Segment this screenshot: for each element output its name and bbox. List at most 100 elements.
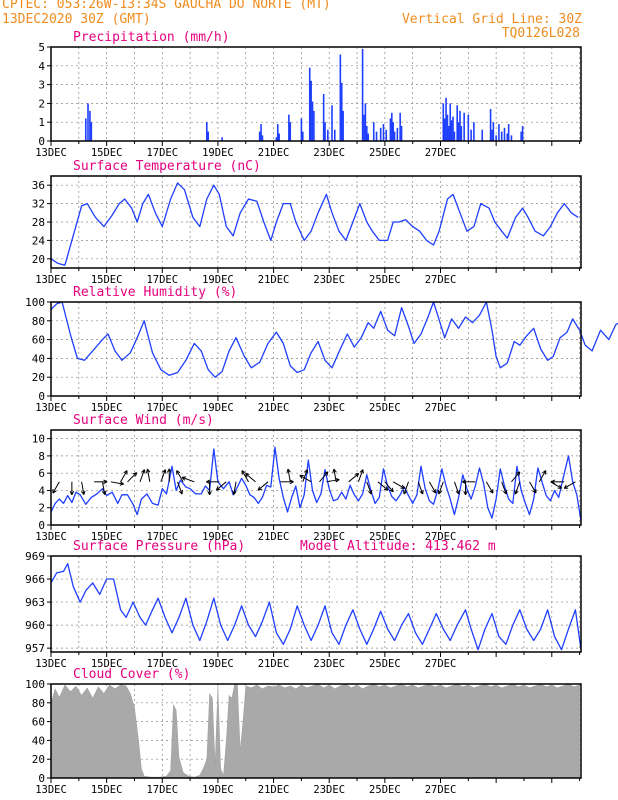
wind-vector <box>417 481 424 495</box>
precip-xtick-label: 25DEC <box>369 147 401 159</box>
wind-title: Surface Wind (m/s) <box>73 413 214 428</box>
cloud-ytick-label: 80 <box>32 697 45 710</box>
wind-vector-head <box>232 490 237 495</box>
pressure-ytick-label: 957 <box>25 642 45 655</box>
wind-vector <box>403 481 409 495</box>
pressure-xtick-label: 19DEC <box>202 658 234 670</box>
pressure-xtick-label: 23DEC <box>313 658 345 670</box>
wind-vector-head <box>463 491 468 496</box>
pressure-xtick-label: 21DEC <box>258 658 290 670</box>
wind-vector-head <box>323 471 329 476</box>
cloud-ytick-label: 20 <box>32 753 45 766</box>
precip-bar <box>393 131 396 141</box>
wind-vector-head <box>303 469 309 474</box>
wind-vector-head <box>132 472 138 477</box>
wind-vector-head <box>489 489 494 494</box>
precip-bar <box>498 124 500 141</box>
wind-vector <box>241 470 249 483</box>
wind-vector-head <box>563 484 569 489</box>
precip-panel <box>47 46 582 146</box>
wind-vector-head <box>257 486 263 491</box>
cloud-panel <box>47 683 582 783</box>
pressure-ytick-label: 966 <box>25 573 45 586</box>
wind-vector <box>377 481 389 491</box>
precip-bar <box>275 137 278 141</box>
pressure-ytick-label: 969 <box>25 550 45 563</box>
cloud-frame <box>50 683 582 779</box>
temp-ytick-label: 24 <box>32 234 46 247</box>
precip-bar <box>342 110 344 141</box>
wind-xtick-label: 21DEC <box>258 531 290 543</box>
precip-ytick-label: 5 <box>38 41 45 54</box>
rh-ytick-label: 0 <box>38 390 45 403</box>
cloud-xtick-label: 21DEC <box>258 784 290 796</box>
precip-bar <box>491 129 493 141</box>
precip-bar <box>385 129 388 141</box>
wind-vector <box>177 481 183 495</box>
wind-xtick-label: 13DEC <box>35 531 67 543</box>
rh-ytick-label: 100 <box>25 296 45 309</box>
precip-xtick-label: 15DEC <box>91 147 123 159</box>
precip-xtick-label: 13DEC <box>35 147 67 159</box>
precip-bar <box>333 129 336 141</box>
precip-frame <box>50 46 582 142</box>
precip-ytick-label: 1 <box>38 116 45 129</box>
cloud-ytick-label: 40 <box>32 734 45 747</box>
wind-vector-head <box>119 481 124 486</box>
wind-ytick-label: 4 <box>38 484 45 497</box>
wind-xtick-label: 19DEC <box>202 531 234 543</box>
wind-ytick-label: 0 <box>38 519 45 532</box>
temp-ytick-label: 32 <box>32 198 45 211</box>
precip-bar <box>289 122 292 141</box>
wind-xtick-label: 17DEC <box>146 531 178 543</box>
wind-vector-head <box>502 490 508 495</box>
rh-panel <box>47 301 618 401</box>
precip-bar <box>365 125 368 141</box>
rh-ytick-label: 80 <box>32 315 45 328</box>
rh-xtick-label: 13DEC <box>35 402 67 414</box>
wind-vector-head <box>145 468 151 473</box>
wind-vector <box>438 481 444 495</box>
precip-bar <box>206 122 208 141</box>
wind-vector-head <box>286 468 291 473</box>
rh-xtick-label: 17DEC <box>146 402 178 414</box>
cloud-area <box>50 683 580 779</box>
wind-xtick-label: 15DEC <box>91 531 123 543</box>
cloud-ytick-label: 60 <box>32 716 45 729</box>
precip-bar <box>258 131 261 141</box>
precip-bar <box>457 122 460 141</box>
wind-vector-head <box>207 491 212 496</box>
precip-bar <box>442 103 445 141</box>
wind-vector <box>392 481 405 489</box>
wind-vector-head <box>241 470 246 475</box>
header-date: 13DEC2020 30Z (GMT) <box>2 12 151 27</box>
wind-vector <box>563 481 576 489</box>
wind-vector <box>384 481 394 493</box>
wind-vector-head <box>81 490 86 495</box>
wind-vector <box>257 481 269 491</box>
precip-bar <box>460 125 463 141</box>
pressure-ytick-label: 960 <box>25 619 45 632</box>
wind-vector-head <box>52 489 57 494</box>
precip-bar <box>481 129 484 141</box>
precip-bar <box>278 133 280 141</box>
temp-ytick-label: 36 <box>32 179 45 192</box>
wind-panel <box>47 429 582 530</box>
precip-bar <box>89 110 91 141</box>
wind-vector <box>514 481 521 495</box>
rh-xtick-label: 15DEC <box>91 402 123 414</box>
precip-title: Precipitation (mm/h) <box>73 30 230 45</box>
wind-vector-head <box>178 490 184 495</box>
temp-series-line <box>50 182 579 266</box>
precip-bar <box>313 110 315 141</box>
wind-vector-head <box>455 490 460 495</box>
pressure-xtick-label: 13DEC <box>35 658 67 670</box>
precip-bar <box>310 80 312 141</box>
precip-bar <box>452 116 454 141</box>
wind-vector <box>299 474 312 483</box>
precip-bar <box>473 122 475 141</box>
precip-bar <box>340 82 343 141</box>
precip-bar <box>520 131 522 141</box>
temp-xtick-label: 25DEC <box>369 274 401 286</box>
precip-bar <box>470 129 472 141</box>
